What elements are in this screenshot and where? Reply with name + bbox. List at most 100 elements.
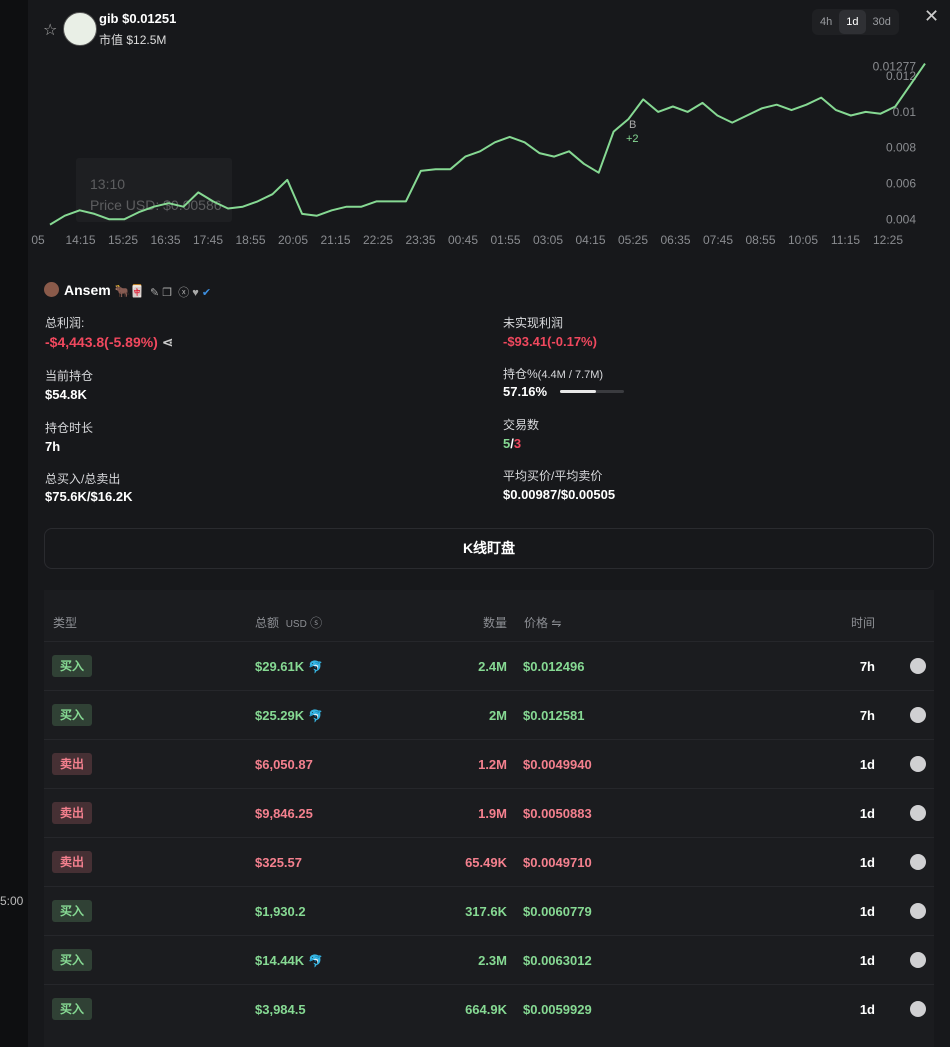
stat-value: $54.8K bbox=[45, 387, 87, 402]
y-tick-label: 0.008 bbox=[886, 141, 916, 155]
tooltip-price: Price USD: $0.00586 bbox=[90, 197, 222, 213]
stat-label: 平均买价/平均卖价 bbox=[503, 469, 603, 483]
tooltip-box bbox=[76, 158, 232, 222]
time: 7h bbox=[859, 659, 875, 674]
stat-value: 57.16% bbox=[503, 384, 548, 399]
timeframe[interactable]: 1d bbox=[839, 10, 866, 34]
amount: $3,984.5 bbox=[255, 1002, 306, 1017]
x-tick-label: 18:55 bbox=[235, 233, 265, 247]
quantity: 2M bbox=[488, 708, 507, 723]
x-tick-label: 11:15 bbox=[831, 233, 860, 247]
detail-icon[interactable] bbox=[910, 854, 926, 870]
close-button[interactable]: ✕ bbox=[924, 6, 940, 26]
kline-button[interactable]: K线盯盘 bbox=[44, 528, 934, 569]
price: $0.0063012 bbox=[523, 953, 592, 968]
buy-count: 5 bbox=[503, 436, 511, 451]
time: 1d bbox=[859, 953, 875, 968]
stat-value: $0.00987/$0.00505 bbox=[503, 487, 616, 502]
x-tick-label: 17:45 bbox=[193, 233, 223, 247]
row-divider bbox=[44, 984, 934, 985]
detail-icon[interactable] bbox=[910, 707, 926, 723]
favorite-star[interactable]: ☆ bbox=[43, 22, 58, 39]
x-tick-label: 07:45 bbox=[703, 233, 733, 247]
trader-name-text: Ansem bbox=[64, 282, 111, 298]
price: $0.012581 bbox=[523, 708, 585, 723]
progress-track bbox=[560, 390, 624, 393]
tooltip-time: 13:10 bbox=[90, 176, 125, 192]
stat-label: 总买入/总卖出 bbox=[45, 472, 121, 486]
type-badge: 买入 bbox=[52, 949, 93, 971]
header-price: 价格 ⇋ bbox=[524, 616, 562, 630]
x-tick-label: 06:35 bbox=[660, 233, 690, 247]
y-tick-label: 0.004 bbox=[886, 212, 916, 226]
price: $0.01251 bbox=[122, 11, 177, 26]
detail-icon[interactable] bbox=[910, 903, 926, 919]
stat-label: 交易数 bbox=[503, 418, 540, 432]
row-divider bbox=[44, 739, 934, 740]
price: $0.0049940 bbox=[523, 757, 592, 772]
price-line bbox=[49, 63, 926, 226]
header-type: 类型 bbox=[53, 616, 78, 630]
stat-value: 7h bbox=[45, 439, 61, 454]
stat-label: 持仓时长 bbox=[45, 421, 94, 435]
total-profit: -$4,443.8(-5.89%) bbox=[45, 334, 158, 350]
detail-icon[interactable] bbox=[910, 1001, 926, 1017]
amount-text: $6,050.87 bbox=[255, 757, 313, 772]
time: 1d bbox=[859, 1002, 875, 1017]
type-badge: 买入 bbox=[52, 900, 93, 922]
token-title: gib $0.01251 bbox=[99, 11, 176, 26]
market-cap: 市值 $12.5M bbox=[99, 31, 166, 48]
quantity: 664.9K bbox=[465, 1002, 507, 1017]
amount: $325.57 bbox=[255, 855, 302, 870]
timeframe-switch: 4h 1d 30d bbox=[812, 9, 899, 35]
detail-icon[interactable] bbox=[910, 658, 926, 674]
stat-label: 未实现利润 bbox=[503, 316, 564, 330]
x-tick-label: 08:55 bbox=[745, 233, 775, 247]
row-divider bbox=[44, 690, 934, 691]
annotation: B bbox=[629, 119, 636, 131]
time: 1d bbox=[859, 904, 875, 919]
stat-label: 当前持仓 bbox=[45, 369, 94, 383]
row-divider bbox=[44, 935, 934, 936]
type-badge: 买入 bbox=[52, 655, 93, 677]
background-fragment: 5:00 bbox=[0, 894, 24, 908]
trader-name: Ansem 🐂🀄 bbox=[64, 282, 144, 298]
quantity: 2.4M bbox=[478, 659, 507, 674]
timeframe[interactable]: 4h bbox=[820, 16, 833, 28]
x-tick-label: 21:15 bbox=[320, 233, 350, 247]
x-tick-label: 16:35 bbox=[150, 233, 180, 247]
header-unit: USD bbox=[285, 619, 307, 630]
amount-text: $325.57 bbox=[255, 855, 302, 870]
row-divider bbox=[44, 886, 934, 887]
detail-icon[interactable] bbox=[910, 952, 926, 968]
sell-count: 3 bbox=[513, 436, 522, 451]
header-time: 时间 bbox=[850, 616, 875, 630]
stat-value: -$93.41(-0.17%) bbox=[503, 334, 597, 349]
row-divider bbox=[44, 641, 934, 642]
amount-text: $1,930.2 bbox=[255, 904, 306, 919]
price: $0.0060779 bbox=[523, 904, 592, 919]
time: 1d bbox=[859, 855, 875, 870]
whale-icon: 🐬 bbox=[308, 954, 324, 968]
trader-emoji: 🐂🀄 bbox=[114, 284, 145, 298]
x-tick-label: 10:05 bbox=[788, 233, 818, 247]
annotation: +2 bbox=[626, 133, 639, 145]
amount: $14.44K 🐬 bbox=[255, 953, 323, 968]
header-amount-text: 总额 bbox=[255, 616, 280, 630]
stat-label: 持仓%(4.4M / 7.7M) bbox=[503, 365, 603, 382]
type-badge: 买入 bbox=[52, 704, 93, 726]
share-icon[interactable]: ⋖ bbox=[161, 334, 174, 350]
trader-icons[interactable]: ✎ ❐ ⓧ ♥ ✔ bbox=[150, 287, 212, 299]
detail-icon[interactable] bbox=[910, 805, 926, 821]
amount-text: $14.44K bbox=[255, 953, 305, 968]
price-chart: 13:10 Price USD: $0.00586 0.004 0.006 0.00… bbox=[31, 59, 926, 247]
timeframe[interactable]: 30d bbox=[872, 16, 891, 28]
detail-icon[interactable] bbox=[910, 756, 926, 772]
separator: / bbox=[510, 436, 514, 451]
stat-label: 总利润: bbox=[45, 316, 85, 330]
amount: $25.29K 🐬 bbox=[255, 708, 323, 723]
symbol: gib bbox=[99, 11, 119, 26]
amount-text: $25.29K bbox=[255, 708, 305, 723]
x-tick-label: 05:25 bbox=[618, 233, 648, 247]
